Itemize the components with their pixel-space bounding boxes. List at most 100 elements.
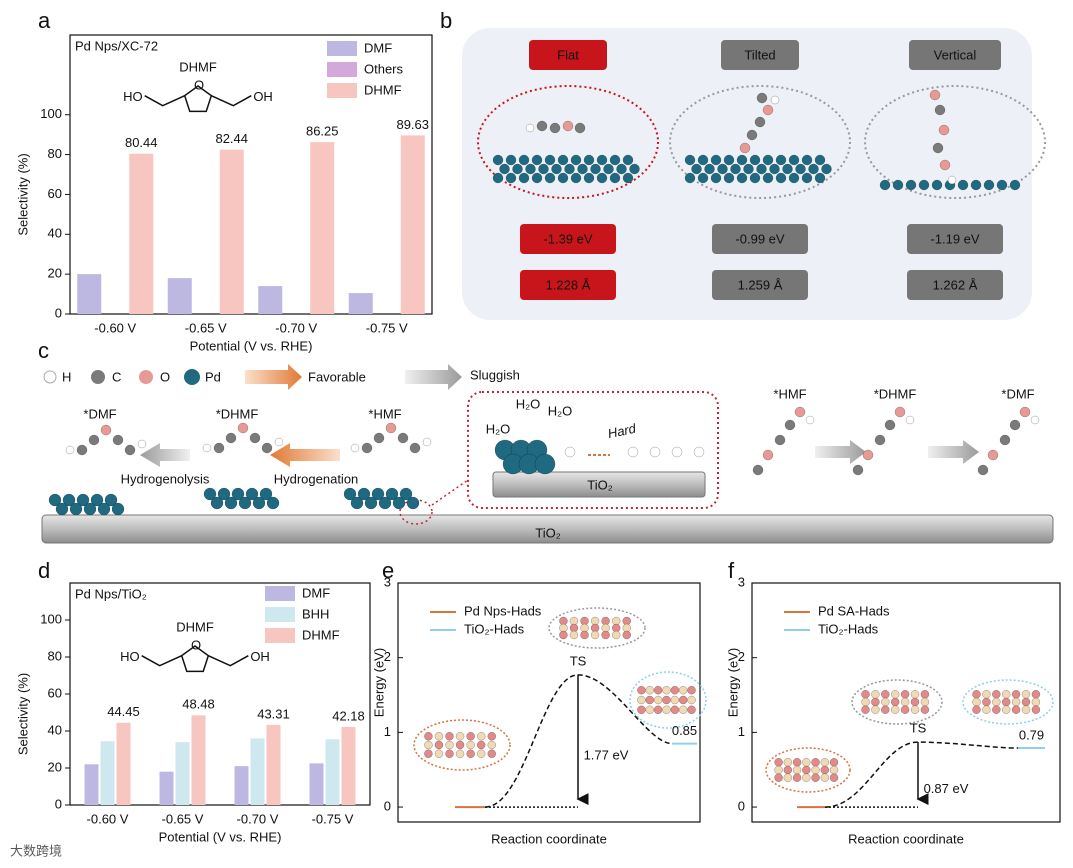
atom	[992, 690, 1001, 699]
x-tick-label: -0.70 V	[275, 320, 317, 335]
atom	[505, 154, 517, 166]
atom	[783, 765, 793, 775]
atom	[775, 154, 787, 166]
atom	[999, 434, 1011, 446]
atom	[392, 496, 406, 510]
atom	[1011, 697, 1021, 707]
atom	[775, 172, 787, 184]
atom	[1031, 690, 1041, 699]
atom	[982, 697, 991, 707]
atom	[972, 690, 981, 699]
atom-c	[91, 370, 105, 384]
atom	[596, 154, 608, 166]
atom	[455, 740, 465, 750]
atom	[1001, 697, 1011, 707]
atom	[525, 123, 535, 133]
atom	[783, 773, 793, 782]
molecule-name: DHMF	[179, 59, 217, 74]
atom	[739, 142, 751, 154]
config-ellipse	[669, 85, 851, 199]
atom	[213, 442, 225, 454]
bar	[129, 153, 154, 314]
atom	[601, 630, 610, 640]
atom	[754, 116, 766, 128]
atom	[570, 154, 582, 166]
atom	[749, 172, 761, 184]
atom	[710, 154, 722, 166]
species-label: *DHMF	[874, 386, 917, 401]
atom	[983, 179, 995, 191]
atom	[736, 172, 748, 184]
atom	[536, 120, 548, 132]
chart-title: Pd Nps/TiO₂	[75, 586, 147, 601]
atom	[343, 487, 357, 501]
energy-value: -0.99 eV	[735, 231, 784, 246]
atom	[801, 172, 813, 184]
atom	[466, 749, 475, 758]
reaction-path	[824, 741, 1019, 808]
species-label: *DHMF	[216, 406, 259, 421]
atom	[424, 749, 433, 758]
atom	[774, 758, 783, 767]
atom	[88, 434, 100, 446]
atom	[544, 154, 556, 166]
bar	[234, 766, 249, 805]
atom	[805, 415, 815, 425]
atom	[609, 172, 621, 184]
bar	[348, 293, 373, 314]
legend-swatch	[265, 586, 295, 601]
slab-label: TiO₂	[535, 525, 561, 540]
atom	[455, 749, 465, 758]
atom	[905, 415, 915, 425]
molecule-left: HO	[120, 649, 140, 664]
y-tick-label: 2	[384, 649, 391, 664]
atom	[373, 432, 385, 444]
chart-title: Pd Nps/XC-72	[75, 38, 158, 53]
ts-label: TS	[570, 653, 587, 668]
atom	[892, 179, 904, 191]
atom	[678, 685, 688, 695]
atom	[910, 690, 920, 699]
atom	[752, 464, 764, 476]
config-label: Vertical	[934, 47, 977, 62]
atom	[861, 690, 870, 699]
legend-text: Pd	[205, 369, 221, 384]
atom	[1030, 415, 1040, 425]
atom	[782, 163, 793, 175]
atom	[670, 695, 680, 705]
atom	[622, 172, 634, 184]
atom	[802, 773, 811, 782]
atom	[769, 163, 780, 175]
legend-text: Favorable	[308, 369, 366, 384]
atom	[637, 705, 646, 715]
atom	[645, 695, 655, 705]
atom	[422, 437, 432, 447]
legend-text: TiO₂-Hads	[818, 621, 879, 636]
zoom-line	[431, 479, 469, 506]
atom	[992, 705, 1001, 714]
x-tick-label: -0.60 V	[87, 811, 129, 826]
atom	[687, 705, 696, 715]
atom	[629, 163, 640, 175]
atom	[266, 496, 280, 510]
atom	[749, 154, 761, 166]
atom	[811, 758, 820, 767]
plot-frame	[751, 582, 1061, 823]
bar	[191, 715, 206, 805]
atom	[662, 705, 671, 715]
atom	[879, 179, 891, 191]
atom	[455, 732, 465, 741]
atom	[104, 493, 118, 507]
atom	[829, 758, 839, 767]
molecule-bond	[144, 94, 252, 107]
atom	[97, 502, 111, 516]
y-tick-label: 3	[738, 574, 745, 589]
legend-text: DHMF	[302, 627, 340, 642]
sluggish-step-arrow	[928, 440, 979, 464]
atom	[670, 705, 680, 715]
y-axis-label: Selectivity (%)	[15, 153, 30, 235]
atom	[466, 732, 475, 741]
y-tick-label: 60	[48, 685, 62, 700]
atom	[544, 172, 556, 184]
